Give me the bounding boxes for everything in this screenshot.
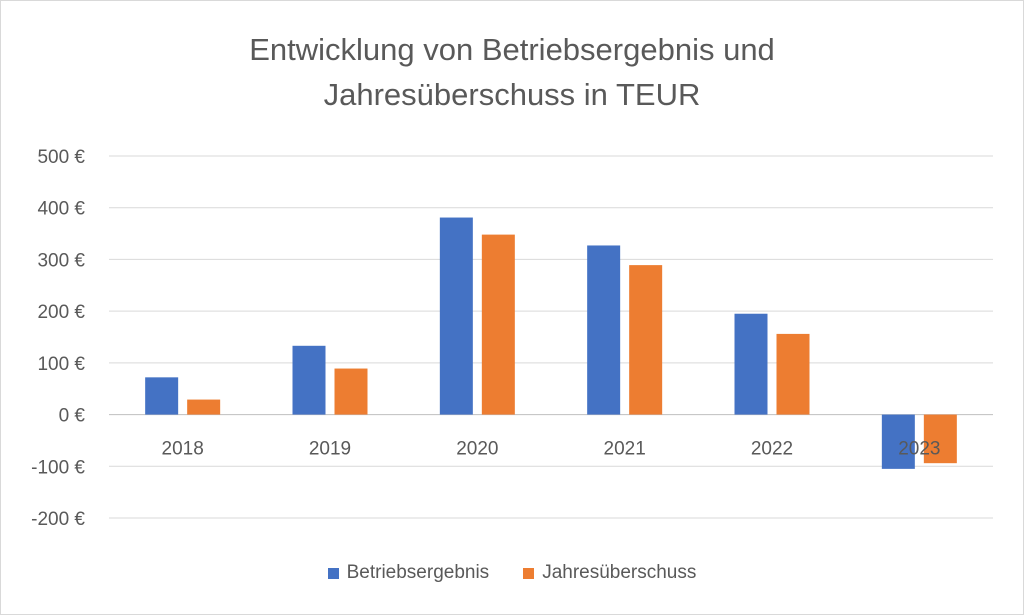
- x-tick-label: 2023: [898, 439, 940, 460]
- chart-title: Entwicklung von Betriebsergebnis und Jah…: [1, 27, 1023, 117]
- bar-betriebsergebnis-2020: [439, 217, 473, 415]
- legend-item-jahresueberschuss: Jahresüberschuss: [523, 562, 696, 584]
- legend-label-jahresueberschuss: Jahresüberschuss: [542, 562, 697, 583]
- bar-betriebsergebnis-2021: [587, 245, 621, 415]
- x-tick-label: 2020: [456, 439, 498, 460]
- legend-swatch-jahresueberschuss: [523, 567, 535, 579]
- chart-title-line-1: Entwicklung von Betriebsergebnis und: [249, 32, 775, 67]
- chart-legend: Betriebsergebnis Jahresüberschuss: [1, 562, 1023, 584]
- bar-betriebsergebnis-2022: [734, 313, 768, 415]
- y-tick-label: -200 €: [31, 509, 85, 530]
- chart-title-line-2: Jahresüberschuss in TEUR: [323, 77, 701, 112]
- x-tick-label: 2018: [162, 439, 204, 460]
- y-tick-label: 400 €: [37, 199, 85, 220]
- y-tick-label: 300 €: [37, 250, 85, 271]
- x-tick-label: 2022: [751, 439, 793, 460]
- y-tick-label: 0 €: [59, 406, 86, 427]
- y-tick-label: 500 €: [37, 147, 85, 168]
- bar-betriebsergebnis-2018: [145, 377, 179, 415]
- y-tick-label: 100 €: [37, 354, 85, 375]
- bar-jahresueberschuss-2023: [923, 414, 957, 464]
- bar-jahresueberschuss-2019: [334, 368, 368, 415]
- bar-betriebsergebnis-2023: [881, 414, 915, 469]
- legend-item-betriebsergebnis: Betriebsergebnis: [327, 562, 490, 584]
- legend-label-betriebsergebnis: Betriebsergebnis: [346, 562, 490, 583]
- y-tick-label: -100 €: [31, 457, 85, 478]
- bar-jahresueberschuss-2022: [776, 333, 810, 415]
- y-tick-label: 200 €: [37, 302, 85, 323]
- x-tick-label: 2021: [604, 439, 646, 460]
- x-tick-label: 2019: [309, 439, 351, 460]
- legend-swatch-betriebsergebnis: [327, 567, 339, 579]
- bar-betriebsergebnis-2019: [292, 345, 326, 415]
- bar-jahresueberschuss-2020: [481, 234, 515, 415]
- bar-jahresueberschuss-2021: [629, 265, 663, 415]
- bar-jahresueberschuss-2018: [187, 399, 221, 415]
